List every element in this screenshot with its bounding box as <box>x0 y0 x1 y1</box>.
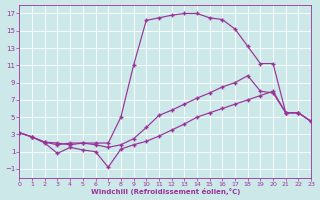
X-axis label: Windchill (Refroidissement éolien,°C): Windchill (Refroidissement éolien,°C) <box>91 188 240 195</box>
